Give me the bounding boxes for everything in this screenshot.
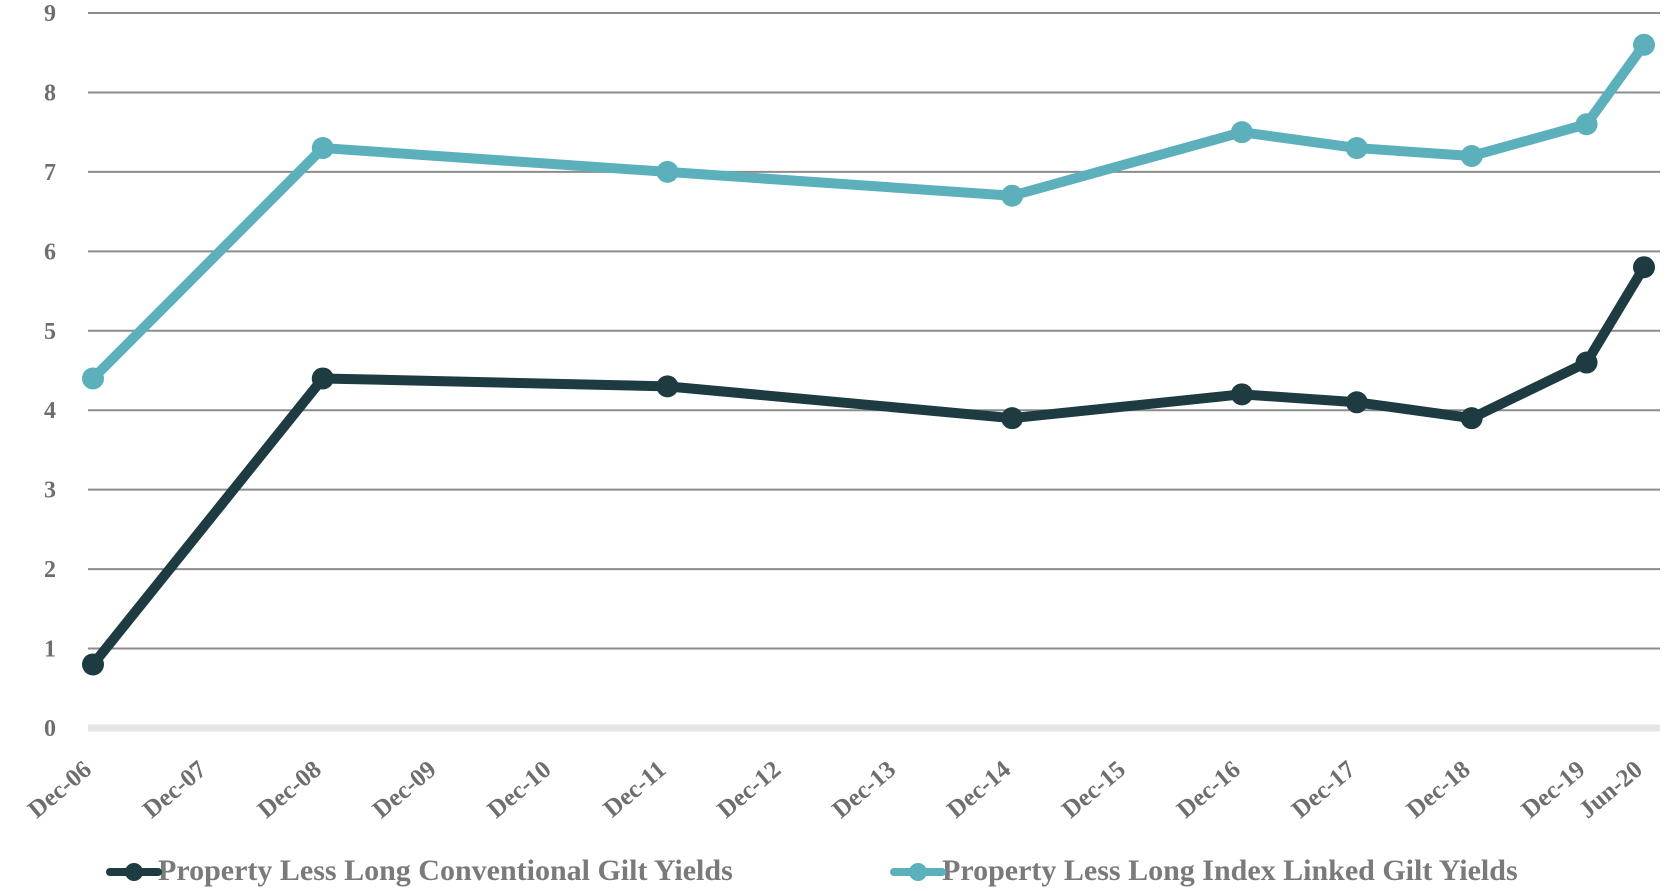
- data-point: [311, 367, 334, 390]
- x-tick-label: Dec-18: [1402, 756, 1476, 824]
- legend-item-index-linked: Property Less Long Index Linked Gilt Yie…: [888, 850, 1518, 891]
- x-tick-label: Dec-16: [1172, 756, 1246, 824]
- data-point: [1230, 383, 1253, 406]
- y-tick-label: 6: [44, 239, 56, 265]
- data-point: [1345, 391, 1368, 414]
- data-point: [1575, 113, 1598, 136]
- y-tick-label: 3: [44, 478, 56, 504]
- data-point: [1460, 407, 1483, 430]
- series-group: [82, 33, 1655, 676]
- data-point: [1230, 121, 1253, 144]
- x-tick-label: Jun-20: [1574, 756, 1648, 824]
- x-tick-label: Dec-14: [942, 756, 1016, 824]
- y-tick-label: 1: [44, 637, 56, 663]
- data-point: [1633, 33, 1655, 56]
- legend-marker-index-linked: [888, 858, 948, 884]
- data-point: [1001, 407, 1024, 430]
- series-line-1: [88, 39, 1649, 384]
- x-tick-label: Dec-07: [138, 756, 212, 824]
- x-tick-label: Dec-15: [1057, 756, 1131, 824]
- x-tick-label: Dec-19: [1517, 756, 1591, 824]
- data-point: [1460, 145, 1483, 167]
- data-point: [1345, 137, 1368, 160]
- data-point: [311, 137, 334, 160]
- x-tick-label: Dec-12: [712, 756, 786, 824]
- data-point: [656, 160, 679, 183]
- data-point: [82, 367, 104, 390]
- data-point: [1575, 351, 1598, 374]
- y-tick-label: 7: [44, 160, 56, 186]
- y-tick-label: 2: [44, 557, 56, 583]
- x-tick-label: Dec-13: [827, 756, 901, 824]
- y-tick-label: 4: [44, 398, 56, 424]
- data-point: [1633, 256, 1655, 279]
- y-tick-label: 0: [44, 716, 56, 742]
- legend-item-conventional: Property Less Long Conventional Gilt Yie…: [104, 850, 733, 891]
- legend-label-conventional: Property Less Long Conventional Gilt Yie…: [158, 853, 733, 887]
- data-point: [656, 375, 679, 398]
- y-tick-label: 5: [44, 319, 56, 345]
- legend-label-index-linked: Property Less Long Index Linked Gilt Yie…: [942, 853, 1518, 887]
- series-line-0: [88, 262, 1649, 670]
- y-tick-label: 9: [44, 1, 56, 27]
- y-axis: 0 1 2 3 4 5 6 7 8 9: [44, 1, 56, 742]
- x-tick-label: Dec-09: [368, 756, 442, 824]
- legend: Property Less Long Conventional Gilt Yie…: [0, 850, 1671, 891]
- x-tick-label: Dec-06: [23, 756, 97, 824]
- data-point: [82, 653, 104, 676]
- x-axis: Dec-06 Dec-07 Dec-08 Dec-09 Dec-10 Dec-11 Dec-…: [23, 756, 1648, 824]
- y-tick-label: 8: [44, 80, 56, 106]
- x-tick-label: Dec-08: [253, 756, 327, 824]
- data-point: [1001, 184, 1024, 207]
- x-tick-label: Dec-17: [1287, 756, 1361, 824]
- x-tick-label: Dec-11: [599, 756, 672, 823]
- legend-marker-conventional: [104, 858, 164, 884]
- x-tick-label: Dec-10: [483, 756, 557, 824]
